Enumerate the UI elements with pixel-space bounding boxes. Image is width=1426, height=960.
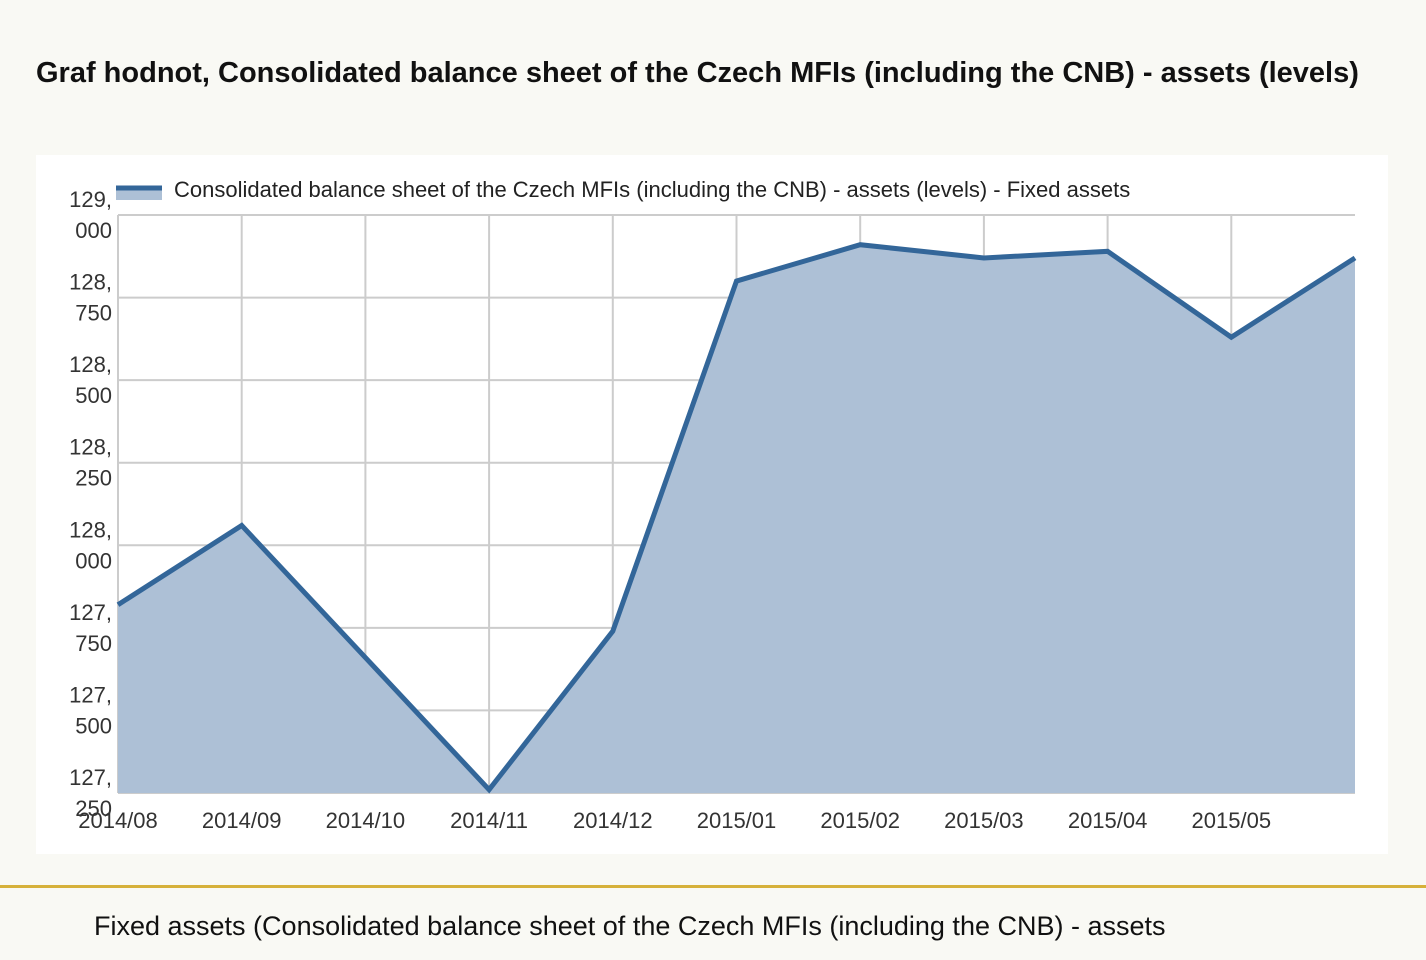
chart-panel: 127, 250 127, 500 127, 750 128, 000 128, 250 128, 5… [36, 155, 1388, 854]
x-tick-label: 2014/09 [202, 808, 282, 833]
y-tick-label-line: 128, [69, 270, 112, 295]
y-tick-label-line: 750 [75, 631, 112, 656]
y-tick-label: 128, 000 [69, 517, 112, 573]
divider [0, 885, 1426, 888]
x-tick-label: 2014/11 [450, 808, 528, 833]
y-tick-label-line: 500 [75, 713, 112, 738]
y-tick-label-line: 128, [69, 517, 112, 542]
area-fill [118, 244, 1355, 793]
y-tick-label-line: 127, [69, 765, 112, 790]
y-tick-label-line: 127, [69, 682, 112, 707]
x-tick-label: 2014/12 [573, 808, 653, 833]
x-tick-label: 2015/04 [1068, 808, 1148, 833]
chart-caption: Fixed assets (Consolidated balance sheet… [94, 911, 1166, 941]
y-tick-label: 128, 500 [69, 352, 112, 408]
x-tick-label: 2014/10 [326, 808, 406, 833]
x-tick-label: 2015/03 [944, 808, 1024, 833]
y-tick-label-line: 127, [69, 600, 112, 625]
y-tick-label: 127, 250 [69, 765, 112, 821]
y-tick-label-line: 500 [75, 383, 112, 408]
x-tick-label: 2015/02 [820, 808, 900, 833]
x-tick-label: 2015/01 [697, 808, 777, 833]
x-tick-label: 2015/05 [1192, 808, 1272, 833]
area-chart: 127, 250 127, 500 127, 750 128, 000 128, 250 128, 5… [69, 177, 1357, 833]
legend[interactable]: Consolidated balance sheet of the Czech … [116, 177, 1130, 202]
y-tick-label-line: 129, [69, 187, 112, 212]
y-tick-label-line: 128, [69, 435, 112, 460]
y-tick-label-line: 250 [75, 466, 112, 491]
x-axis: 2014/08 2014/09 2014/10 2014/11 2014/12 2015/… [78, 808, 1271, 833]
y-tick-label-line: 000 [75, 218, 112, 243]
y-tick-label: 129, 000 [69, 187, 112, 243]
y-tick-label-line: 250 [75, 796, 112, 821]
y-tick-label: 128, 750 [69, 270, 112, 326]
legend-swatch-area [116, 188, 162, 200]
y-tick-label: 127, 500 [69, 682, 112, 738]
series-line [116, 242, 1357, 794]
y-tick-label: 127, 750 [69, 600, 112, 656]
y-tick-label-line: 750 [75, 301, 112, 326]
x-tick-label: 2014/08 [78, 808, 158, 833]
y-tick-label-line: 000 [75, 548, 112, 573]
legend-label: Consolidated balance sheet of the Czech … [174, 177, 1130, 202]
y-tick-label-line: 128, [69, 352, 112, 377]
y-tick-label: 128, 250 [69, 435, 112, 491]
y-axis: 127, 250 127, 500 127, 750 128, 000 128, 250 128, 5… [69, 187, 112, 821]
page-title: Graf hodnot, Consolidated balance sheet … [36, 57, 1359, 89]
